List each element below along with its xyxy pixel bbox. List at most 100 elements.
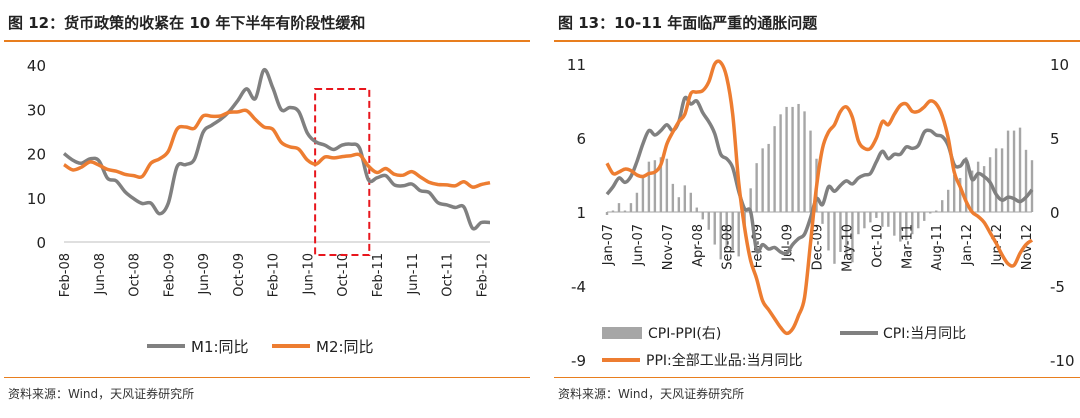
right-y-tick-label: -10 — [1050, 352, 1075, 370]
cpi-ppi-bar — [683, 185, 687, 212]
legend-label: PPI:全部工业品:当月同比 — [646, 352, 802, 369]
x-tick-label: Feb-10 — [267, 253, 282, 297]
cpi-ppi-bar — [611, 210, 615, 212]
highlight-box — [314, 88, 371, 256]
cpi-ppi-bar — [737, 212, 740, 257]
source-rule — [554, 377, 1080, 378]
figure-13-panel: 图 13：10-11 年面临严重的通胀问题 -9 -4 1 6 11 -10 -5 0 5 10 J… — [550, 0, 1080, 418]
legend-label: M2:同比 — [316, 338, 374, 356]
cpi-ppi-bar — [935, 210, 938, 212]
cpi-ppi-bar — [976, 161, 980, 212]
cpi-ppi-bar — [827, 212, 830, 251]
right-y-tick-label: -5 — [1050, 278, 1065, 296]
cpi-ppi-bar — [958, 177, 962, 212]
cpi-ppi-bar — [665, 158, 669, 212]
cpi-ppi-bar — [917, 212, 920, 229]
cpi-ppi-bar — [875, 212, 878, 218]
cpi-ppi-bar — [659, 157, 663, 212]
cpi-ppi-bar — [952, 175, 956, 212]
cpi-ppi-bar — [605, 212, 609, 215]
cpi-ppi-bar — [719, 212, 722, 260]
cpi-ppi-bar — [677, 197, 681, 212]
cpi-ppi-bar — [839, 212, 842, 252]
y-tick-label: 20 — [27, 146, 46, 164]
cpi-ppi-bar — [617, 203, 621, 212]
title-rule — [4, 40, 530, 42]
y-tick-label: 0 — [36, 234, 46, 252]
x-tick-label: Feb-12 — [475, 253, 490, 297]
figure-12-panel: 图 12：货币政策的收紧在 10 年下半年有阶段性缓和 0 10 20 30 40 Feb… — [0, 0, 530, 418]
cpi-ppi-bar — [641, 176, 645, 212]
x-tick-label: Jan-07 — [601, 224, 616, 266]
cpi-ppi-bar — [1012, 130, 1016, 212]
cpi-ppi-bar — [869, 212, 872, 223]
x-tick-label: Nov-12 — [1020, 224, 1035, 270]
x-tick-label: Nov-07 — [661, 224, 676, 270]
cpi-ppi-bar — [773, 126, 776, 212]
cpi-ppi-bar — [1000, 148, 1004, 212]
left-y-tick-label: -4 — [571, 278, 586, 296]
x-tick-label: Oct-09 — [232, 253, 247, 297]
cpi-ppi-bar — [767, 143, 770, 212]
left-y-tick-label: -9 — [571, 352, 586, 370]
cpi-ppi-bar — [809, 130, 812, 212]
cpi-ppi-bar — [833, 212, 836, 264]
cpi-ppi-bar — [893, 212, 896, 236]
cpi-ppi-bar — [785, 106, 788, 212]
cpi-ppi-bar — [791, 106, 794, 212]
cpi-ppi-bar — [851, 212, 854, 263]
x-tick-label: Oct-10 — [336, 253, 351, 297]
left-y-tick-label: 11 — [567, 56, 586, 74]
x-tick-label: Mar-11 — [900, 224, 915, 269]
cpi-ppi-bar — [689, 192, 692, 212]
legend-label: M1:同比 — [191, 338, 249, 356]
legend-swatch-bar — [602, 327, 642, 339]
cpi-ppi-bar — [779, 114, 782, 212]
x-tick-label: Jun-10 — [301, 253, 316, 296]
ppi-series-line — [605, 59, 1034, 336]
cpi-ppi-bar — [749, 188, 752, 212]
cpi-ppi-bar — [731, 212, 734, 251]
x-tick-label: Jun-09 — [197, 253, 212, 296]
x-tick-label: Jun-07 — [631, 224, 646, 267]
cpi-ppi-bar — [929, 212, 932, 214]
figure-13-source: 资料来源：Wind，天风证券研究所 — [558, 387, 745, 401]
cpi-ppi-bar — [994, 148, 998, 212]
cpi-ppi-bar — [725, 212, 728, 249]
cpi-ppi-bar — [857, 212, 860, 235]
cpi-ppi-bar — [863, 212, 866, 229]
cpi-ppi-bar — [887, 212, 890, 227]
cpi-ppi-bar — [803, 111, 806, 212]
cpi-ppi-bar — [1030, 160, 1034, 212]
x-tick-label: Apr-08 — [691, 224, 706, 267]
right-y-tick-label: 10 — [1050, 56, 1069, 74]
x-tick-label: Jan-12 — [960, 224, 975, 266]
cpi-ppi-bar — [635, 192, 639, 212]
cpi-ppi-bar — [797, 103, 800, 212]
x-tick-label: May-10 — [840, 224, 855, 272]
cpi-ppi-bar — [623, 210, 627, 212]
x-tick-label: Feb-08 — [58, 253, 73, 297]
cpi-ppi-bar — [881, 212, 884, 227]
cpi-ppi-bar — [1024, 149, 1028, 212]
cpi-ppi-bar — [821, 212, 824, 224]
cpi-ppi-bar — [964, 157, 968, 212]
x-tick-label: Oct-11 — [441, 253, 456, 297]
cpi-ppi-bar — [653, 160, 657, 212]
source-rule — [4, 377, 530, 378]
y-tick-label: 10 — [27, 190, 46, 208]
right-y-tick-label: 0 — [1050, 204, 1060, 222]
cpi-ppi-bar — [982, 166, 986, 212]
cpi-ppi-bar — [911, 212, 914, 235]
legend-label: CPI:当月同比 — [883, 326, 966, 342]
cpi-ppi-bar — [970, 170, 974, 212]
m2-series-line — [63, 108, 491, 189]
cpi-ppi-bar — [695, 207, 698, 212]
x-tick-label: Oct-08 — [128, 253, 143, 297]
cpi-ppi-bar — [701, 212, 704, 220]
left-y-tick-label: 6 — [576, 130, 586, 148]
x-tick-label: Jun-08 — [93, 253, 108, 296]
right-y-tick-label: 5 — [1050, 130, 1060, 148]
legend-label: CPI-PPI(右) — [648, 326, 721, 342]
cpi-ppi-bar — [707, 212, 710, 230]
